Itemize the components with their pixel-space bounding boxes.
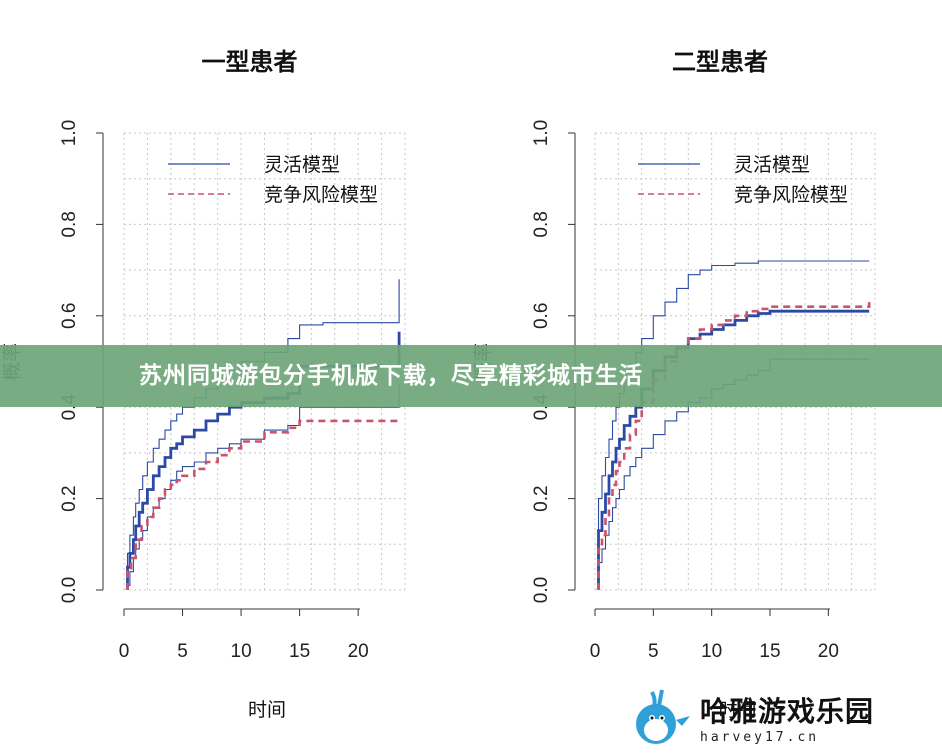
x-tick-label: 10: [701, 641, 722, 662]
y-tick-label: 0.6: [531, 303, 552, 329]
series-flexible-upper: [597, 260, 870, 590]
x-tick-label: 15: [759, 641, 780, 662]
y-tick-label: 1.0: [531, 120, 552, 146]
watermark-brand: 哈雅游戏乐园: [700, 695, 875, 728]
y-tick-label: 0.8: [59, 211, 80, 237]
legend-label-competing: 竞争风险模型: [264, 184, 378, 206]
x-tick-label: 0: [590, 641, 601, 662]
promo-banner[interactable]: 苏州同城游包分手机版下载，尽享精彩城市生活: [0, 345, 942, 407]
y-tick-label: 0.6: [59, 303, 80, 329]
x-axis-label: 时间: [718, 699, 756, 721]
y-tick-label: 0.2: [59, 485, 80, 511]
legend-label-flexible: 灵活模型: [734, 154, 810, 176]
legend-label-flexible: 灵活模型: [264, 154, 340, 176]
y-tick-label: 0.8: [531, 211, 552, 237]
y-tick-label: 0.0: [59, 577, 80, 603]
x-tick-label: 10: [231, 641, 252, 662]
watermark-url: harvey17.cn: [700, 730, 820, 745]
chart-title: 一型患者: [202, 47, 298, 76]
panel-2: 051015200.00.20.40.60.81.0二型患者时间概率灵活模型竞争…: [472, 47, 876, 721]
legend-label-competing: 竞争风险模型: [734, 184, 848, 206]
chart-title: 二型患者: [672, 47, 768, 76]
x-tick-label: 5: [177, 641, 188, 662]
x-tick-label: 20: [348, 641, 369, 662]
y-tick-label: 1.0: [59, 120, 80, 146]
series-flexible-upper: [126, 279, 400, 590]
watermark-bird-icon: [636, 689, 690, 744]
series-competing-risk-estimate: [126, 418, 401, 590]
y-tick-label: 0.2: [531, 485, 552, 511]
series-flexible-lower: [126, 384, 400, 590]
x-tick-label: 15: [289, 641, 310, 662]
x-tick-label: 5: [648, 641, 659, 662]
x-tick-label: 0: [119, 641, 130, 662]
y-tick-label: 0.0: [531, 577, 552, 603]
banner-text: 苏州同城游包分手机版下载，尽享精彩城市生活: [139, 363, 643, 389]
x-tick-label: 20: [818, 641, 839, 662]
x-axis-label: 时间: [248, 699, 286, 721]
